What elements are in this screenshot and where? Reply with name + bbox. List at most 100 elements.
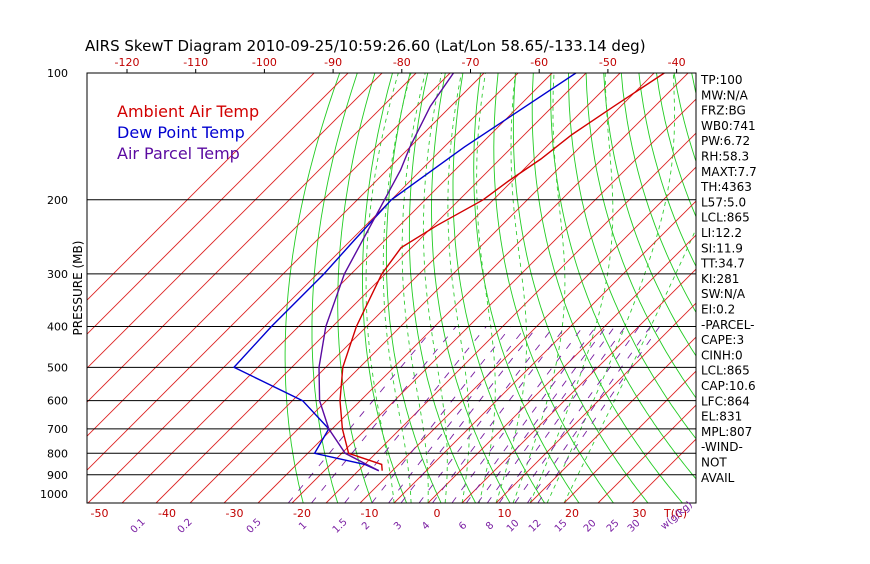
side-panel-value: MPL:807	[701, 425, 752, 439]
isotherm-line	[394, 73, 824, 503]
dry-adiabat	[586, 73, 786, 503]
bottom-temp-tick-label: -10	[361, 507, 379, 520]
mixing-ratio-line	[515, 327, 639, 504]
side-panel-value: TH:4363	[700, 180, 752, 194]
side-panel-value: CAP:10.6	[701, 379, 756, 393]
side-panel-value: LCL:865	[701, 364, 750, 378]
top-temp-tick-label: -70	[462, 56, 480, 69]
side-panel-value: MAXT:7.7	[701, 165, 757, 179]
side-panel-value: SI:11.9	[701, 241, 743, 255]
dry-adiabat	[386, 73, 441, 503]
side-panel-value: CINH:0	[701, 348, 743, 362]
moist-adiabat	[513, 73, 565, 503]
side-panel-value: -PARCEL-	[701, 318, 755, 332]
top-temp-tick-label: -50	[599, 56, 617, 69]
bottom-temp-tick-label: -40	[158, 507, 176, 520]
top-temp-tick-label: -80	[393, 56, 411, 69]
mixing-ratio-line	[538, 327, 660, 504]
isotherm-line	[326, 73, 756, 503]
top-temp-tick-label: -110	[183, 56, 208, 69]
mixing-ratio-tick-label: 12	[527, 518, 544, 535]
dry-adiabat	[639, 73, 870, 503]
isotherm-line	[428, 73, 858, 503]
dry-adiabat	[797, 73, 870, 503]
side-panel-value: TT:34.7	[700, 257, 745, 271]
side-panel-value: MW:N/A	[701, 88, 749, 102]
dry-adiabat	[453, 73, 545, 503]
mixing-ratio-tick-label: 0.2	[176, 517, 195, 536]
pressure-tick-label: 300	[47, 268, 68, 281]
side-panel-value: EI:0.2	[701, 303, 735, 317]
dry-adiabat	[815, 73, 870, 503]
mixing-ratio-line	[466, 327, 596, 504]
side-panel-value: FRZ:BG	[701, 104, 746, 118]
bottom-temp-tick-label: -20	[293, 507, 311, 520]
side-panel-value: NOT	[701, 456, 727, 470]
side-panel-value: LCL:865	[701, 211, 750, 225]
side-panel-value: LI:12.2	[701, 226, 742, 240]
pressure-tick-label: 600	[47, 395, 68, 408]
mixing-ratio-tick-label: 0.5	[245, 517, 264, 536]
dry-adiabat	[744, 73, 870, 503]
top-temp-tick-label: -60	[530, 56, 548, 69]
mixing-ratio-tick-label: 2	[360, 520, 372, 532]
mixing-ratio-line	[527, 327, 650, 504]
bottom-temp-tick-label: 0	[434, 507, 441, 520]
mixing-ratio-tick-label: 0.1	[129, 517, 148, 536]
legend-ambient-air-temp: Ambient Air Temp	[117, 102, 259, 121]
dry-adiabat	[432, 73, 511, 503]
pressure-tick-label: 700	[47, 423, 68, 436]
mixing-ratio-tick-label: 4	[420, 520, 432, 532]
mixing-ratio-tick-label: 20	[582, 518, 599, 535]
side-panel-value: SW:N/A	[701, 287, 746, 301]
side-panel-value: RH:58.3	[701, 150, 749, 164]
dry-adiabat	[513, 73, 648, 503]
mixing-ratio-tick-label: 10	[505, 518, 522, 535]
legend-dew-point-temp: Dew Point Temp	[117, 123, 245, 142]
top-temp-tick-label: -90	[324, 56, 342, 69]
isotherm-line	[190, 73, 620, 503]
mixing-ratio-line	[487, 327, 614, 504]
mixing-ratio-tick-label: 25	[605, 518, 622, 535]
mixing-ratio-line	[312, 327, 457, 504]
dry-adiabat	[762, 73, 870, 503]
mixing-ratio-tick-label: 1.5	[331, 517, 350, 536]
pressure-tick-label: 200	[47, 194, 68, 207]
bottom-temp-tick-label: -30	[226, 507, 244, 520]
mixing-ratio-line	[372, 327, 511, 504]
dry-adiabat	[363, 73, 407, 503]
top-temp-tick-label: -40	[668, 56, 686, 69]
dry-adiabat	[780, 73, 870, 503]
side-panel-value: AVAIL	[701, 471, 735, 485]
mixing-ratio-tick-label: 6	[457, 520, 469, 532]
side-panel-value: L57:5.0	[701, 195, 746, 209]
pressure-tick-label: 900	[47, 469, 68, 482]
pressure-tick-label: 100	[47, 67, 68, 80]
side-panel-value: EL:831	[701, 410, 742, 424]
pressure-tick-label: 1000	[40, 488, 68, 501]
dry-adiabat	[494, 73, 614, 503]
bottom-temp-tick-label: 20	[565, 507, 579, 520]
dry-adiabat	[832, 73, 870, 503]
mixing-ratio-tick-label: 8	[484, 520, 496, 532]
side-panel-value: PW:6.72	[701, 134, 750, 148]
bottom-temp-tick-label: -50	[91, 507, 109, 520]
side-panel-value: LFC:864	[701, 394, 750, 408]
chart-legend: Ambient Air Temp Dew Point Temp Air Parc…	[117, 102, 259, 163]
side-panel-value: TP:100	[700, 73, 743, 87]
top-temp-tick-label: -100	[252, 56, 277, 69]
side-panel: TP:100MW:N/AFRZ:BGWB0:741PW:6.72RH:58.3M…	[700, 73, 757, 485]
pressure-tick-label: 400	[47, 321, 68, 334]
mixing-ratio-line	[345, 327, 487, 504]
plot-series	[234, 73, 664, 471]
top-temp-tick-label: -120	[115, 56, 140, 69]
isotherm-line	[292, 73, 722, 503]
legend-air-parcel-temp: Air Parcel Temp	[117, 144, 240, 163]
mixing-ratio-tick-label: 30	[626, 518, 643, 535]
y-axis-label: PRESSURE (MB)	[71, 241, 85, 336]
dry-adiabat	[532, 73, 682, 503]
bottom-temp-tick-label: 10	[498, 507, 512, 520]
side-panel-value: -WIND-	[701, 440, 743, 454]
